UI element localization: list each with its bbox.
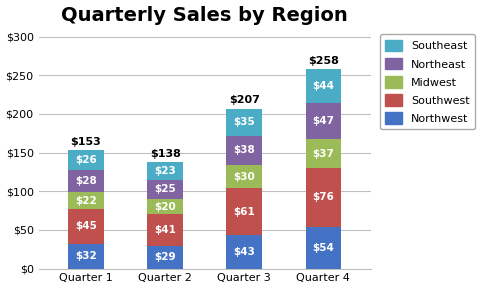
Text: $207: $207 (228, 95, 259, 105)
Text: $25: $25 (154, 184, 176, 194)
Bar (68, 171, 104, 192)
Text: $35: $35 (233, 117, 254, 127)
Text: $26: $26 (75, 155, 96, 165)
Text: $153: $153 (71, 137, 101, 147)
Text: $28: $28 (75, 176, 96, 186)
Bar (305, 168, 340, 227)
Text: $41: $41 (154, 225, 176, 235)
Text: $30: $30 (233, 172, 254, 181)
Text: $54: $54 (312, 243, 334, 253)
Text: $29: $29 (154, 252, 176, 262)
Bar (68, 209, 104, 244)
Text: $37: $37 (312, 149, 334, 159)
Bar (305, 227, 340, 268)
Text: $45: $45 (75, 221, 97, 231)
Bar (68, 150, 104, 171)
Bar (226, 188, 262, 235)
Legend: Southeast, Northeast, Midwest, Southwest, Northwest: Southeast, Northeast, Midwest, Southwest… (379, 34, 474, 129)
Title: Quarterly Sales by Region: Quarterly Sales by Region (61, 5, 348, 25)
Text: $22: $22 (75, 196, 96, 205)
Text: $47: $47 (312, 116, 334, 126)
Bar (68, 192, 104, 209)
Bar (147, 162, 182, 180)
Bar (226, 109, 262, 136)
Text: $38: $38 (233, 145, 254, 155)
Text: $76: $76 (312, 192, 334, 203)
Bar (305, 103, 340, 140)
Text: $32: $32 (75, 251, 96, 261)
Text: $43: $43 (233, 247, 255, 257)
Bar (305, 140, 340, 168)
Bar (226, 136, 262, 165)
Text: $138: $138 (149, 149, 180, 159)
Bar (147, 199, 182, 214)
Text: $61: $61 (233, 207, 254, 217)
Text: $258: $258 (307, 56, 338, 66)
Bar (305, 69, 340, 103)
Bar (226, 165, 262, 188)
Bar (147, 214, 182, 246)
Bar (147, 180, 182, 199)
Bar (226, 235, 262, 268)
Text: $23: $23 (154, 166, 176, 176)
Text: $20: $20 (154, 202, 176, 212)
Text: $44: $44 (312, 81, 334, 91)
Bar (147, 246, 182, 268)
Bar (68, 244, 104, 268)
